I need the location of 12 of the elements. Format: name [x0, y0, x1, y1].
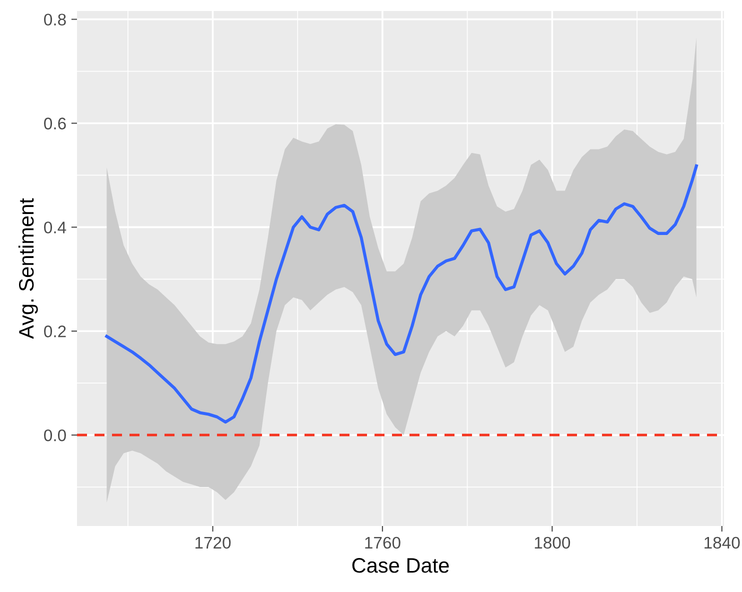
y-tick-label: 0.6 — [44, 118, 66, 130]
x-tick-label: 1720 — [196, 536, 231, 549]
line-series — [105, 164, 698, 424]
y-tick-label: 0.8 — [44, 14, 66, 26]
y-tick-label: 0.0 — [44, 429, 66, 442]
x-tick-label: 1840 — [704, 536, 740, 549]
y-tick-label: 0.4 — [44, 222, 66, 234]
y-axis-title: Avg. Sentiment — [18, 198, 38, 339]
x-axis-title: Case Date — [352, 558, 449, 573]
x-tick-label: 1760 — [365, 536, 400, 549]
x-tick-label: 1800 — [534, 536, 570, 549]
y-tick-label: 0.2 — [44, 326, 66, 338]
